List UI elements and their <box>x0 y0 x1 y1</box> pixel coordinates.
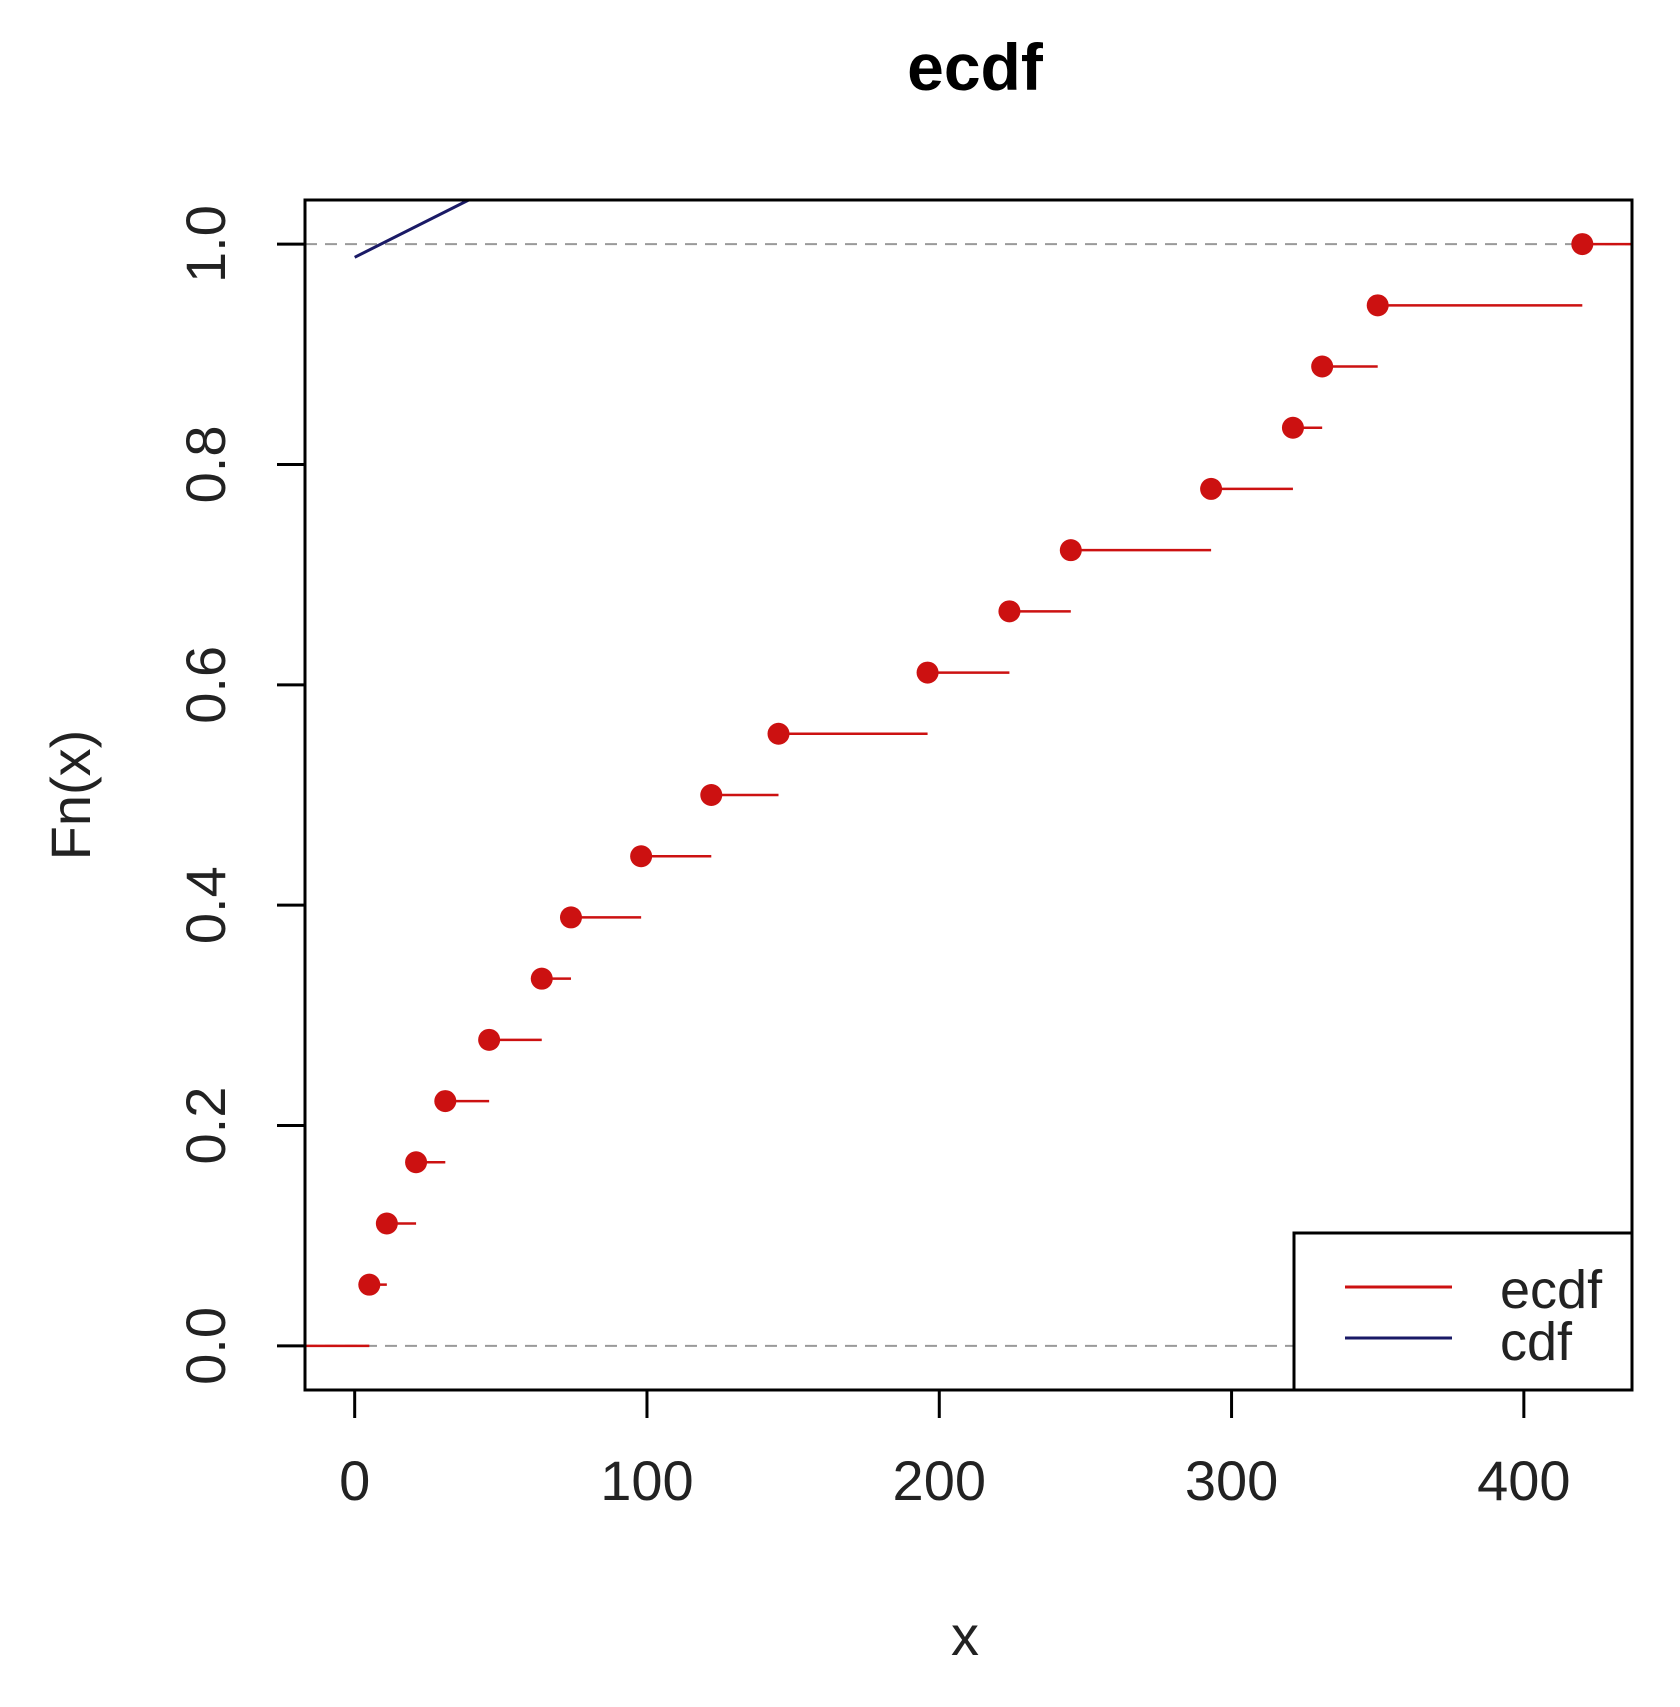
x-tick-label: 0 <box>339 1449 370 1512</box>
ecdf-point <box>358 1273 381 1296</box>
y-axis: 0.0 0.2 0.4 0.6 0.8 1.0 <box>174 205 305 1385</box>
series-layer <box>305 198 1632 1348</box>
legend-label-ecdf: ecdf <box>1500 1260 1603 1320</box>
legend-label-cdf: cdf <box>1500 1312 1573 1372</box>
ecdf-point <box>700 784 723 806</box>
ecdf-point <box>559 906 582 929</box>
y-tick-label: 0.6 <box>174 646 237 724</box>
y-tick-label: 0.0 <box>174 1307 237 1385</box>
y-tick-label: 0.8 <box>174 426 237 504</box>
ecdf-point <box>405 1151 428 1174</box>
cdf-line <box>354 198 470 259</box>
y-tick-label: 0.4 <box>174 866 237 944</box>
y-axis-label: Fn(x) <box>39 730 102 861</box>
x-tick-label: 100 <box>600 1449 693 1512</box>
ecdf-point <box>478 1028 501 1051</box>
ecdf-point <box>630 845 653 868</box>
ecdf-point <box>1571 233 1594 256</box>
ecdf-point <box>1281 416 1304 439</box>
y-tick-label: 0.2 <box>174 1087 237 1165</box>
x-axis-label: x <box>951 1604 979 1667</box>
x-tick-label: 200 <box>893 1449 986 1512</box>
legend: ecdf cdf <box>1292 1231 1634 1392</box>
ecdf-point <box>530 967 553 990</box>
x-tick-label: 400 <box>1477 1449 1570 1512</box>
reference-lines <box>305 243 1632 1347</box>
y-tick-label: 1.0 <box>174 205 237 283</box>
ecdf-point <box>434 1090 457 1113</box>
x-tick-label: 300 <box>1185 1449 1278 1512</box>
chart-title: ecdf <box>907 30 1044 104</box>
ecdf-point <box>1366 294 1389 317</box>
ecdf-point <box>998 600 1021 623</box>
ecdf-point <box>1200 477 1223 500</box>
ecdf-point <box>767 722 790 745</box>
ecdf-point <box>1311 355 1334 378</box>
plot-frame <box>303 198 1634 1392</box>
legend-box <box>1292 1231 1634 1392</box>
ecdf-point <box>1059 539 1082 562</box>
ecdf-point <box>375 1212 398 1235</box>
x-axis: 0 100 200 300 400 <box>339 1390 1571 1512</box>
ecdf-point <box>916 661 939 684</box>
